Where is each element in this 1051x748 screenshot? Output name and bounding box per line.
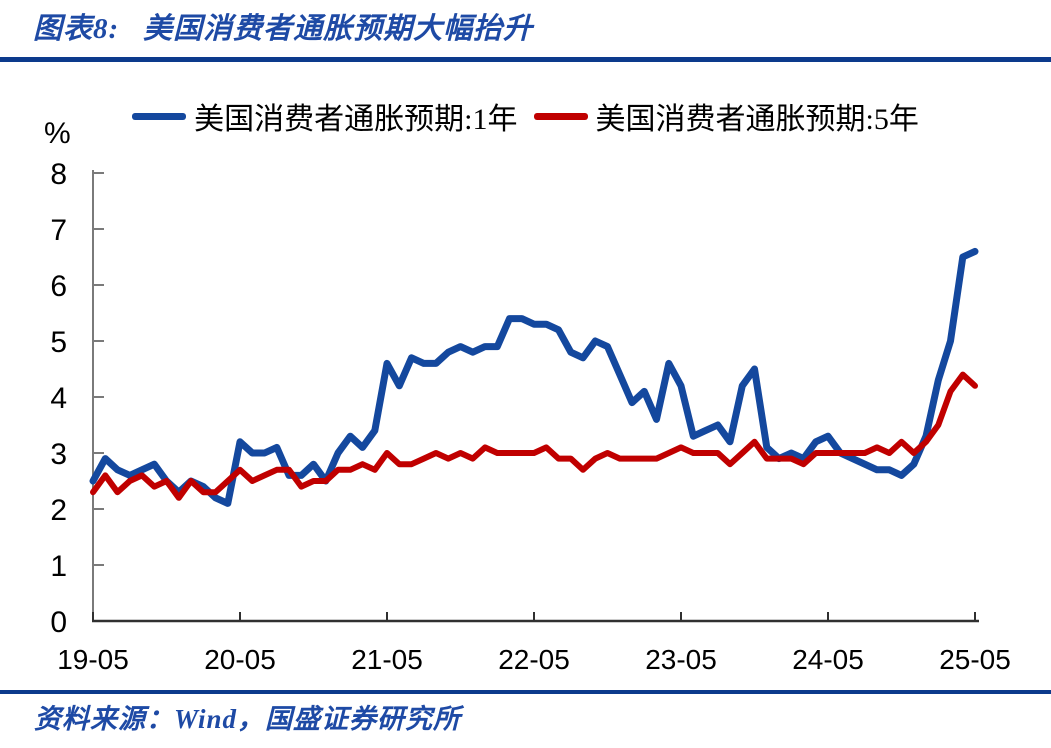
y-tick-label: 8 <box>50 158 67 191</box>
figure-number: 图表8: <box>33 13 120 45</box>
x-tick-label: 23-05 <box>645 644 717 675</box>
top-divider <box>0 57 1051 62</box>
y-tick-label: 1 <box>50 550 67 583</box>
bottom-divider <box>0 690 1051 694</box>
y-tick-label: 0 <box>50 606 67 639</box>
figure-title-text: 美国消费者通胀预期大幅抬升 <box>143 13 534 45</box>
y-tick-label: 6 <box>50 270 67 303</box>
x-tick-label: 22-05 <box>498 644 570 675</box>
y-tick-label: 7 <box>50 214 67 247</box>
legend-swatch-1y <box>132 112 187 120</box>
legend-label-5y: 美国消费者通胀预期:5年 <box>595 103 919 136</box>
chart-legend: 美国消费者通胀预期:1年 美国消费者通胀预期:5年 <box>0 94 1051 138</box>
x-tick-label: 24-05 <box>792 644 864 675</box>
series-line-1y <box>89 247 979 507</box>
legend-label-1y: 美国消费者通胀预期:1年 <box>194 103 518 136</box>
y-tick-label: 5 <box>50 326 67 359</box>
y-tick-label: 2 <box>50 494 67 527</box>
y-tick-label: 3 <box>50 438 67 471</box>
figure-title: 图表8: 美国消费者通胀预期大幅抬升 <box>33 5 533 47</box>
legend-item-1y: 美国消费者通胀预期:1年 <box>132 94 518 138</box>
legend-item-5y: 美国消费者通胀预期:5年 <box>533 94 919 138</box>
y-axis-unit-label: % <box>44 117 71 150</box>
x-tick-label: 19-05 <box>57 644 129 675</box>
x-tick-label: 21-05 <box>351 644 423 675</box>
series-line-5y <box>90 371 978 501</box>
x-tick-label: 20-05 <box>204 644 276 675</box>
legend-swatch-5y <box>533 112 588 120</box>
y-tick-label: 4 <box>50 382 67 415</box>
x-tick-label: 25-05 <box>939 644 1011 675</box>
source-note: 资料来源：Wind，国盛证券研究所 <box>34 704 462 734</box>
